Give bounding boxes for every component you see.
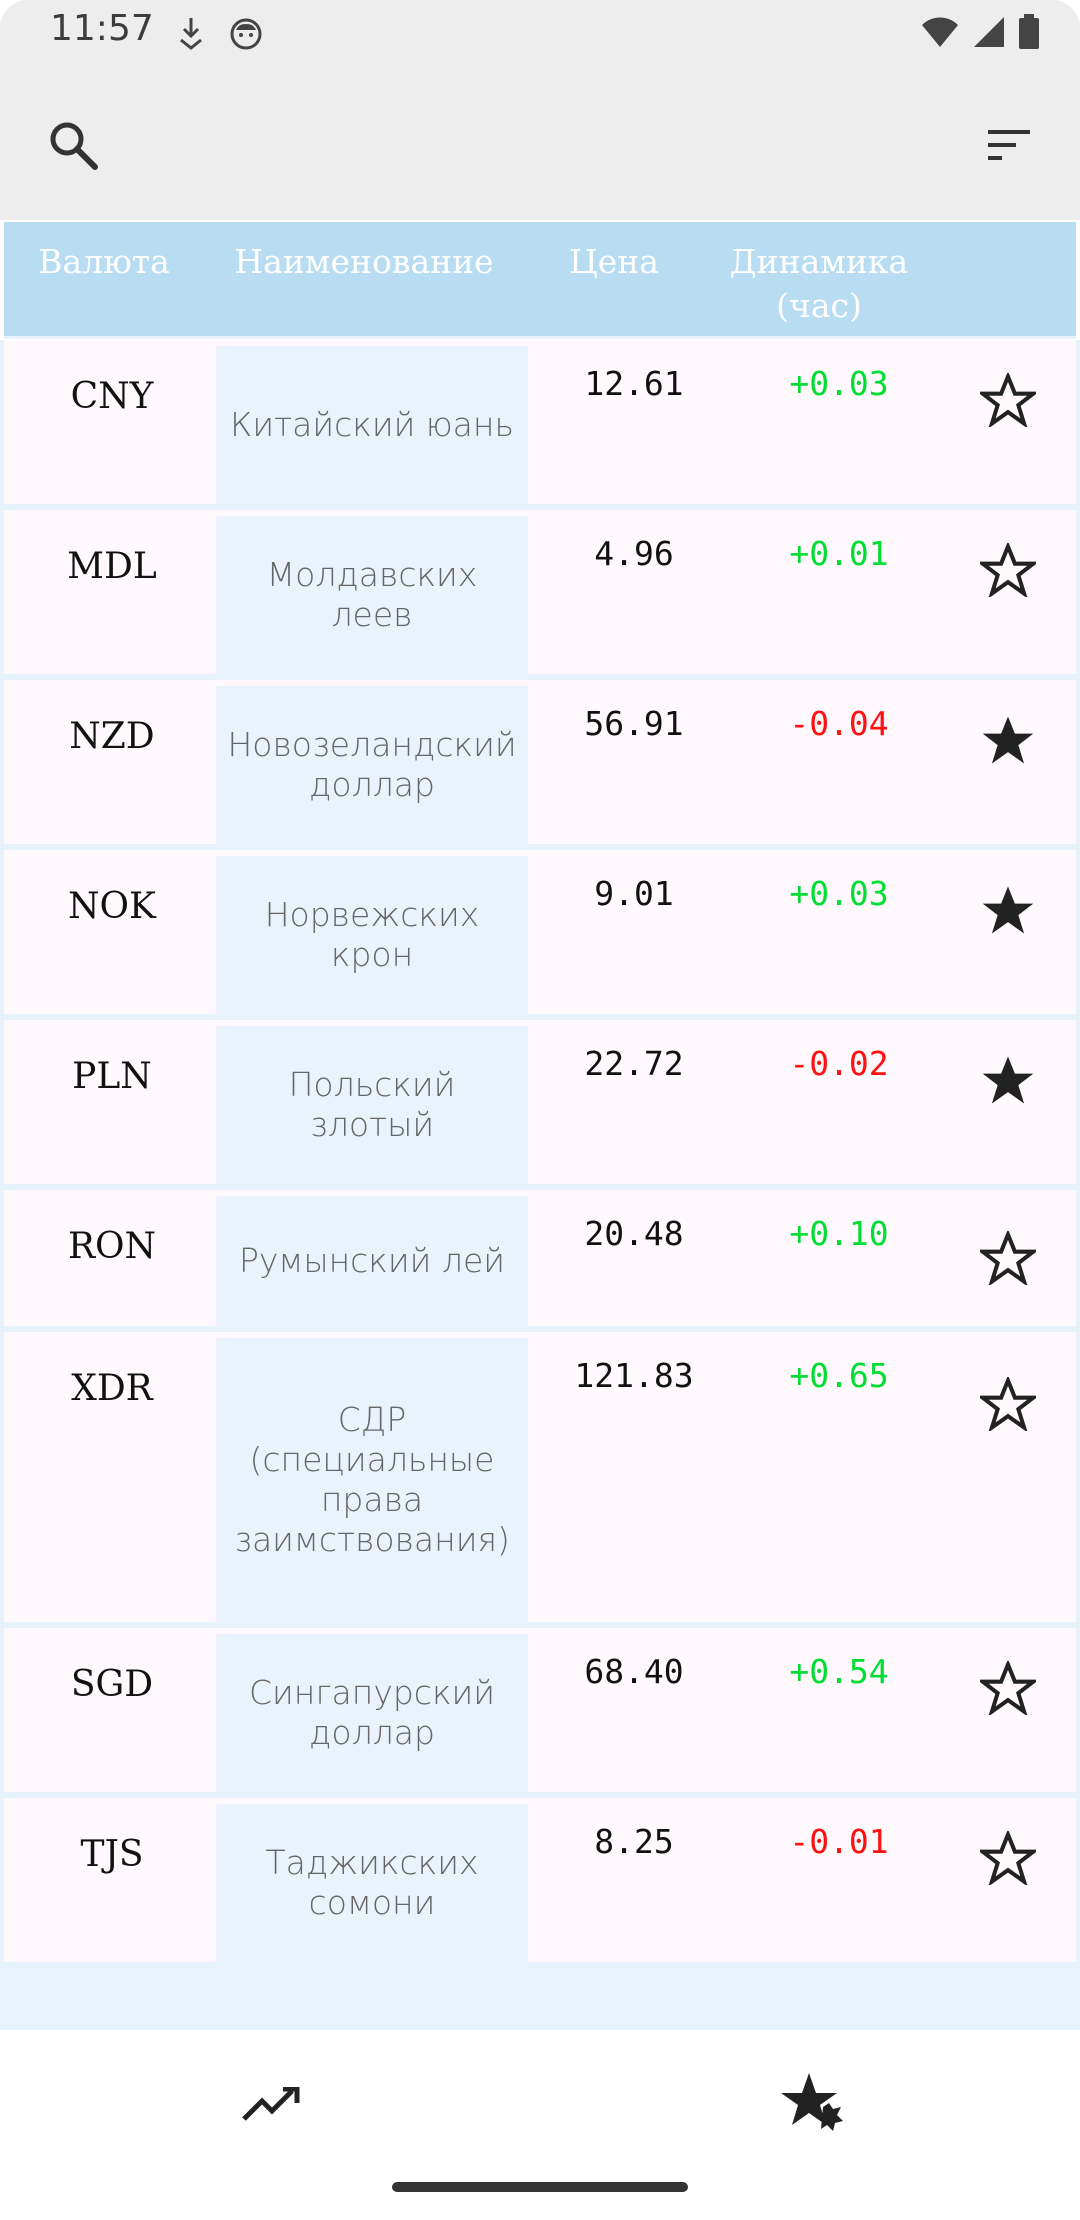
favorite-toggle-button[interactable] [974, 876, 1042, 944]
table-row[interactable]: XDR СДР (специальные права заимствования)… [4, 1332, 1076, 1622]
favorites-star-icon [781, 2073, 843, 2131]
cat-face-icon [228, 16, 264, 54]
download-notification-icon [176, 16, 206, 54]
currency-price: 68.40 [584, 1652, 684, 1691]
table-row[interactable]: MDL Молдавских леев 4.96 +0.01 [4, 510, 1076, 674]
star-outline-icon [980, 373, 1036, 427]
star-outline-icon [980, 1661, 1036, 1715]
currency-name: Сингапурский доллар [248, 1673, 496, 1752]
battery-icon [1018, 14, 1040, 54]
currency-change: -0.01 [789, 1822, 889, 1861]
currency-change: +0.10 [789, 1214, 889, 1253]
header-change-line2: (час) [776, 286, 862, 325]
wifi-icon [920, 15, 960, 53]
currency-change: +0.03 [789, 364, 889, 403]
star-outline-icon [980, 1377, 1036, 1431]
currency-name-cell: Таджикских сомони [216, 1804, 528, 1962]
currency-price: 20.48 [584, 1214, 684, 1253]
currency-code: MDL [67, 546, 157, 587]
currency-change: +0.03 [789, 874, 889, 913]
nav-favorites-button[interactable] [772, 2062, 852, 2142]
currency-name-cell: Китайский юань [216, 346, 528, 504]
status-time: 11:57 [50, 8, 154, 49]
favorite-toggle-button[interactable] [974, 366, 1042, 434]
currency-price: 9.01 [594, 874, 674, 913]
currency-name-cell: Сингапурский доллар [216, 1634, 528, 1792]
table-header: Валюта Наименование Цена Динамика (час) [4, 222, 1076, 339]
signal-icon [972, 15, 1006, 53]
currency-code: SGD [70, 1664, 154, 1705]
currency-price: 12.61 [584, 364, 684, 403]
star-filled-icon [982, 886, 1034, 934]
star-outline-icon [980, 1831, 1036, 1885]
bottom-nav [0, 2030, 1080, 2220]
favorite-toggle-button[interactable] [974, 1224, 1042, 1292]
table-row[interactable]: NZD Новозеландский доллар 56.91 -0.04 [4, 680, 1076, 844]
currency-name: Румынский лей [239, 1241, 505, 1280]
currency-name: Китайский юань [230, 405, 514, 444]
currency-change: -0.02 [789, 1044, 889, 1083]
currency-code: NOK [68, 886, 156, 927]
currency-name-cell: СДР (специальные права заимствования) [216, 1338, 528, 1622]
currency-price: 56.91 [584, 704, 684, 743]
favorite-toggle-button[interactable] [974, 1824, 1042, 1892]
table-row[interactable]: CNY Китайский юань 12.61 +0.03 [4, 340, 1076, 504]
trending-up-icon [242, 2087, 300, 2121]
header-change[interactable]: Динамика (час) [704, 240, 934, 328]
currency-price: 22.72 [584, 1044, 684, 1083]
currency-code: XDR [71, 1368, 153, 1409]
currency-list[interactable]: CNY Китайский юань 12.61 +0.03 MDL Молдавских… [0, 340, 1080, 2030]
currency-name: Молдавских леев [266, 555, 478, 634]
table-row[interactable]: SGD Сингапурский доллар 68.40 +0.54 [4, 1628, 1076, 1792]
favorite-toggle-button[interactable] [974, 1370, 1042, 1438]
search-button[interactable] [38, 110, 108, 180]
currency-name: Новозеландский доллар [227, 725, 517, 804]
currency-price: 121.83 [574, 1356, 694, 1395]
currency-code: TJS [80, 1834, 144, 1875]
header-code[interactable]: Валюта [38, 242, 170, 281]
currency-name: Польский злотый [288, 1065, 456, 1144]
currency-name-cell: Молдавских леев [216, 516, 528, 674]
home-indicator[interactable] [392, 2182, 688, 2192]
header-price[interactable]: Цена [569, 242, 659, 281]
currency-code: RON [67, 1226, 157, 1267]
app-bar [0, 64, 1080, 220]
star-filled-icon [982, 1056, 1034, 1104]
currency-name-cell: Румынский лей [216, 1196, 528, 1326]
star-outline-icon [980, 543, 1036, 597]
currency-name: Таджикских сомони [265, 1843, 479, 1922]
table-row[interactable]: NOK Норвежских крон 9.01 +0.03 [4, 850, 1076, 1014]
currency-price: 4.96 [594, 534, 674, 573]
currency-change: +0.54 [789, 1652, 889, 1691]
table-row[interactable]: RON Румынский лей 20.48 +0.10 [4, 1190, 1076, 1326]
header-name[interactable]: Наименование [234, 242, 494, 281]
sort-icon [988, 130, 1030, 160]
currency-code: CNY [70, 376, 154, 417]
status-bar: 11:57 [0, 0, 1080, 64]
currency-change: +0.65 [789, 1356, 889, 1395]
currency-code: PLN [72, 1056, 152, 1097]
currency-change: +0.01 [789, 534, 889, 573]
table-row[interactable]: PLN Польский злотый 22.72 -0.02 [4, 1020, 1076, 1184]
favorite-toggle-button[interactable] [974, 536, 1042, 604]
favorite-toggle-button[interactable] [974, 1654, 1042, 1722]
star-filled-icon [982, 716, 1034, 764]
table-row[interactable]: TJS Таджикских сомони 8.25 -0.01 [4, 1798, 1076, 1962]
header-change-line1: Динамика [729, 242, 909, 281]
currency-name: Норвежских крон [264, 895, 480, 974]
favorite-toggle-button[interactable] [974, 706, 1042, 774]
currency-name-cell: Новозеландский доллар [216, 686, 528, 844]
currency-code: NZD [69, 716, 155, 757]
nav-rates-button[interactable] [236, 2070, 306, 2140]
star-outline-icon [980, 1231, 1036, 1285]
currency-price: 8.25 [594, 1822, 674, 1861]
favorite-toggle-button[interactable] [974, 1046, 1042, 1114]
currency-name-cell: Норвежских крон [216, 856, 528, 1014]
sort-button[interactable] [974, 110, 1044, 180]
search-icon [50, 122, 98, 170]
currency-name-cell: Польский злотый [216, 1026, 528, 1184]
currency-change: -0.04 [789, 704, 889, 743]
currency-name: СДР (специальные права заимствования) [234, 1400, 510, 1559]
